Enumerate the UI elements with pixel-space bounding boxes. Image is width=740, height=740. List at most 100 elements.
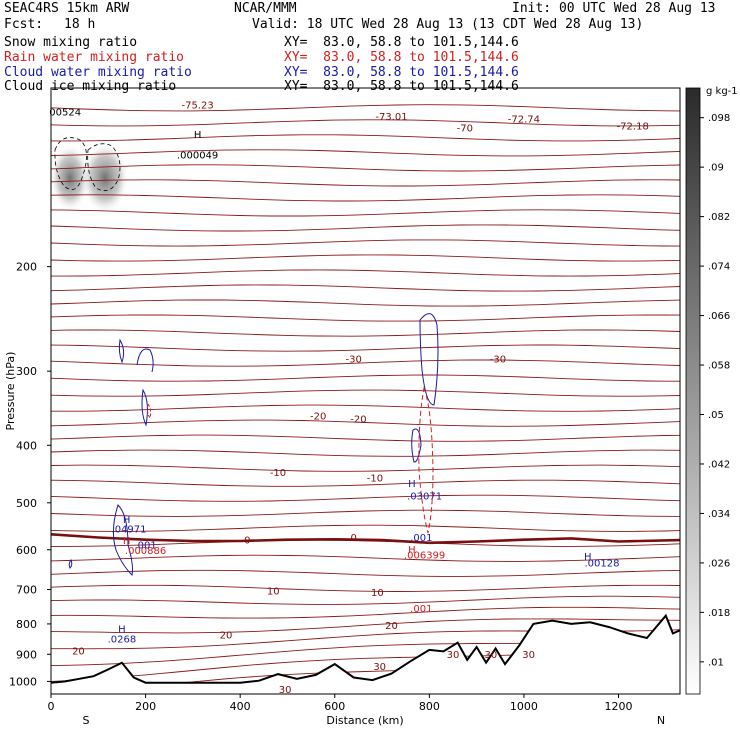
extremum-label: .0268	[108, 635, 137, 646]
init-time: Init: 00 UTC Wed 28 Aug 13	[512, 1, 716, 16]
extremum-label: .000049	[177, 151, 218, 162]
x-tick-label: 200	[135, 700, 156, 713]
x-axis: 0 200 400 600 800 1000 1200	[48, 694, 633, 713]
isotherm-line	[51, 494, 680, 502]
colorbar-tick-label: .074	[708, 262, 730, 273]
contour-labels: -75.23 -73.01 -70 -72.74 -72.18 -30 -30 -20 -20 -…	[72, 100, 649, 695]
x-axis-north-label: N	[657, 714, 665, 727]
isotherm-label: 30	[447, 650, 460, 661]
isotherm-line	[51, 419, 680, 427]
extremum-label: H	[123, 536, 131, 547]
isotherm-label: 20	[385, 621, 398, 632]
isotherm-label: -10	[270, 468, 286, 479]
isotherm-line	[51, 239, 680, 247]
x-axis-label: Distance (km)	[326, 714, 403, 727]
colorbar-tick-label: .058	[708, 361, 730, 372]
isotherm-line	[51, 164, 680, 172]
extremum-label: H	[584, 552, 592, 563]
isotherm-label: 30	[373, 662, 386, 673]
isotherm-line	[51, 224, 680, 232]
field-xy-snow: XY= 83.0, 58.8 to 101.5,144.6	[284, 35, 519, 50]
isotherm-line	[51, 344, 680, 352]
colorbar-tick-label: .098	[708, 113, 730, 124]
extremum-label: .001	[134, 540, 156, 551]
extremum-label: H	[408, 479, 416, 490]
colorbar-tick-label: .09	[708, 163, 724, 174]
x-tick-label: 800	[419, 700, 440, 713]
zero-degree-isotherm	[51, 533, 680, 545]
extremum-label: .00128	[584, 559, 619, 570]
isotherm-line	[51, 179, 680, 187]
colorbar-tick-label: .01	[708, 657, 724, 668]
isotherm-label: 30	[484, 650, 497, 661]
field-xy-rain: XY= 83.0, 58.8 to 101.5,144.6	[284, 50, 519, 65]
plot-frame	[50, 87, 681, 695]
y-tick-label: 1000	[9, 675, 37, 688]
isotherm-line	[51, 149, 680, 157]
isotherm-label: -72.74	[508, 114, 540, 125]
extremum-label: .001	[410, 533, 432, 544]
y-tick-label: 500	[16, 497, 37, 510]
x-tick-label: 400	[230, 700, 251, 713]
isotherm-label: -73.01	[375, 112, 407, 123]
isotherm-line	[51, 404, 680, 412]
colorbar-tick-label: .082	[708, 212, 730, 223]
field-name-rain: Rain water mixing ratio	[4, 50, 185, 65]
colorbar-gradient	[685, 87, 701, 695]
isotherm-line	[51, 479, 680, 487]
isotherm-label: 30	[522, 650, 535, 661]
isotherm-line	[51, 434, 680, 442]
isotherm-line	[51, 284, 680, 292]
field-name-snow: Snow mixing ratio	[4, 35, 138, 50]
temperature-contours	[51, 104, 680, 694]
colorbar-tick-label: .05	[708, 410, 724, 421]
extremum-label: .006399	[404, 551, 445, 562]
isotherm-label: 20	[220, 631, 233, 642]
isotherm-line	[51, 509, 680, 517]
isotherm-line	[51, 524, 680, 532]
extremum-label: H	[408, 545, 416, 556]
colorbar-tick-label: .034	[708, 509, 730, 520]
model-title: SEAC4RS 15km ARW	[4, 1, 130, 16]
extremum-label: .001	[410, 604, 432, 615]
extremum-label: .03071	[407, 492, 442, 503]
isotherm-label: 0	[244, 536, 250, 547]
y-tick-label: 300	[16, 365, 37, 378]
isotherm-label: 10	[267, 587, 280, 598]
colorbar-tick-label: .042	[708, 459, 730, 470]
isotherm-line	[51, 194, 680, 202]
zero-isotherm-line	[51, 533, 680, 545]
colorbar: .01 .018 .026 .034 .042 .05 .058 .066 .074 .082 .0…	[685, 86, 738, 695]
y-tick-label: 400	[16, 439, 37, 452]
terrain-fill	[51, 615, 680, 694]
isotherm-line	[51, 299, 680, 307]
forecast-hour: 18 h	[64, 17, 96, 32]
y-tick-label: 900	[16, 648, 37, 661]
y-tick-label: 800	[16, 618, 37, 631]
isotherm-line	[51, 104, 680, 112]
snow-mixing-ratio-shading	[51, 137, 129, 214]
field-xy-cloud-water: XY= 83.0, 58.8 to 101.5,144.6	[284, 65, 519, 80]
isotherm-line	[51, 449, 680, 457]
forecast-label: Fcst:	[4, 17, 44, 32]
x-tick-label: 1000	[510, 700, 538, 713]
isotherm-line	[51, 269, 680, 277]
hydrometeor-contours	[68, 313, 439, 577]
isotherm-label: 30	[279, 685, 292, 696]
x-tick-label: 0	[48, 700, 55, 713]
isotherm-line	[51, 254, 680, 262]
isotherm-line	[51, 389, 680, 397]
isotherm-line	[51, 464, 680, 472]
field-name-cloud-water: Cloud water mixing ratio	[4, 65, 192, 80]
field-name-cloud-ice: Cloud ice mixing ratio	[4, 79, 177, 94]
isotherm-line	[51, 584, 680, 592]
isotherm-line	[51, 374, 680, 382]
isotherm-label: -10	[367, 473, 383, 484]
colorbar-tick-label: .018	[708, 608, 730, 619]
y-axis: 200 300 400 500 600 700 800 900 1000	[9, 261, 51, 688]
isotherm-line	[51, 359, 680, 367]
isotherm-line	[51, 606, 680, 619]
isotherm-label: -30	[346, 355, 362, 366]
isotherm-line	[51, 329, 680, 337]
field-xy-cloud-ice: XY= 83.0, 58.8 to 101.5,144.6	[284, 79, 519, 94]
